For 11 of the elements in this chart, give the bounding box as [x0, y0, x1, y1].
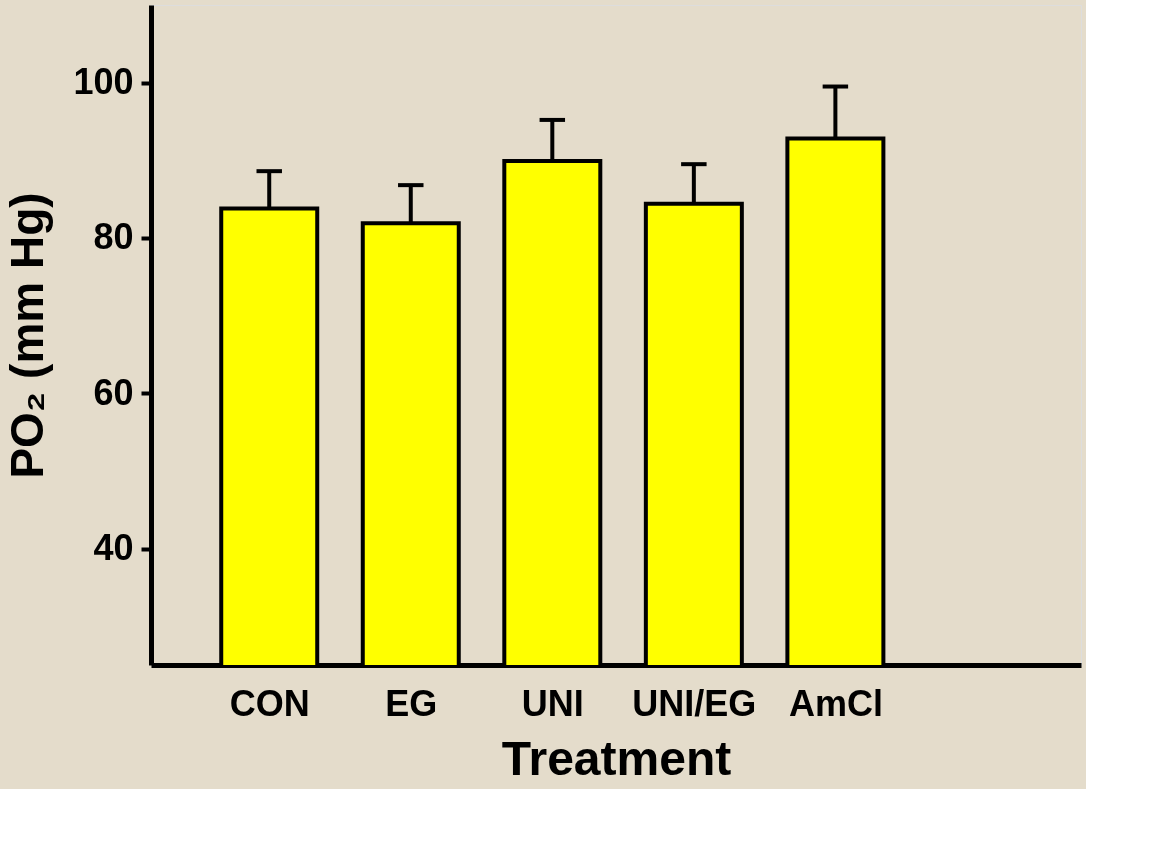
x-tick-label: AmCl [788, 682, 883, 724]
x-tick-label: EG [385, 682, 438, 724]
y-tick-label: 100 [73, 61, 134, 103]
y-axis-title: PO₂ (mm Hg) [1, 192, 54, 479]
y-tick-label: 80 [93, 216, 134, 258]
x-tick-label: CON [229, 682, 310, 724]
x-tick-label: UNI [521, 682, 584, 724]
x-axis-title: Treatment [501, 731, 732, 785]
x-tick-label: UNI/EG [632, 682, 757, 724]
y-tick-label: 40 [93, 527, 134, 569]
y-tick-label: 60 [93, 371, 134, 413]
